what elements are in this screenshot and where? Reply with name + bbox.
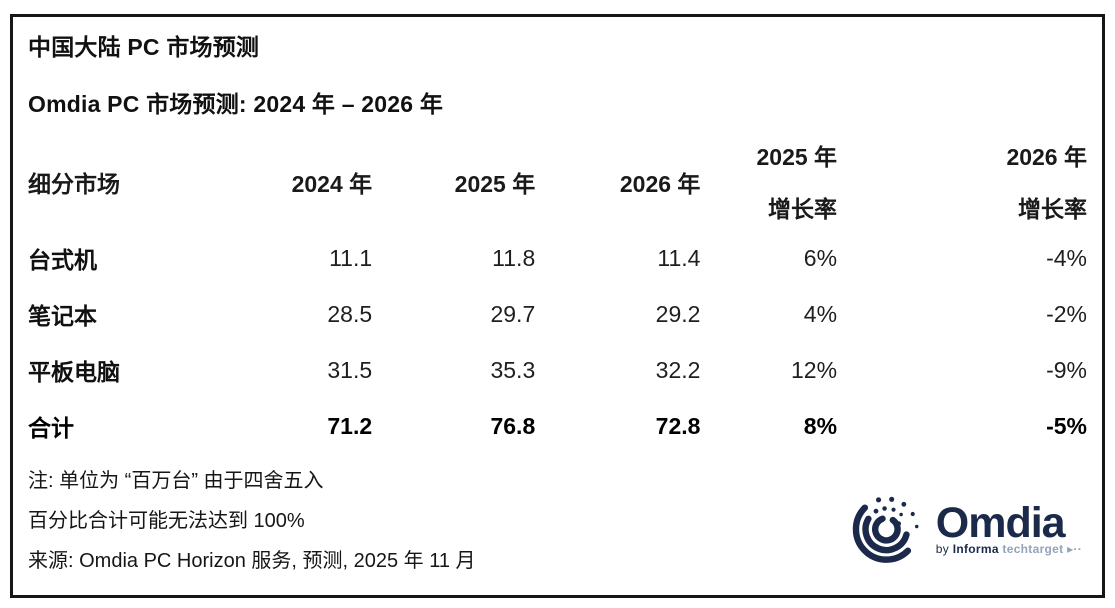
value-2026: 72.8 (655, 412, 701, 439)
header-growth-2025: 2025 年 增长率 (700, 134, 837, 230)
page-subtitle: Omdia PC 市场预测: 2024 年 – 2026 年 (28, 91, 444, 117)
header-growth-2026-label: 增长率 (1018, 196, 1087, 222)
value-2026: 32.2 (655, 356, 701, 383)
footnotes: 注: 单位为 “百万台” 由于四舍五入 百分比合计可能无法达到 100% 来源:… (28, 461, 1087, 581)
value-2025: 35.3 (490, 356, 536, 383)
growth-2025: 8% (803, 412, 838, 439)
header-growth-2025-label: 增长率 (768, 196, 838, 222)
growth-2025: 4% (803, 300, 838, 327)
header-growth-2025-year: 2025 年 (756, 144, 838, 170)
value-2024: 71.2 (327, 412, 373, 439)
table-row: 合计 71.2 76.8 72.8 8% -5% (28, 398, 1087, 454)
segment-label: 笔记本 (28, 303, 97, 329)
header-growth-2026: 2026 年 增长率 (837, 134, 1087, 230)
value-2025: 76.8 (490, 412, 536, 439)
forecast-table: 细分市场 2024 年 2025 年 2026 年 2025 年 增长率 202… (28, 134, 1087, 454)
page-title: 中国大陆 PC 市场预测 (28, 34, 260, 60)
segment-label: 平板电脑 (28, 359, 120, 385)
header-row: 细分市场 2024 年 2025 年 2026 年 2025 年 增长率 202… (28, 134, 1087, 230)
footnote-rounding: 百分比合计可能无法达到 100% (28, 510, 305, 532)
value-2025: 29.7 (490, 300, 536, 327)
table-row: 台式机 11.1 11.8 11.4 6% -4% (28, 230, 1087, 286)
header-2026: 2026 年 (619, 171, 701, 197)
growth-2026: -9% (1046, 356, 1087, 383)
growth-2026: -2% (1046, 300, 1087, 327)
value-2024: 28.5 (327, 300, 373, 327)
footnote-unit: 注: 单位为 “百万台” 由于四舍五入 (28, 470, 324, 492)
omdia-logo-text: Omdia by Informa techtarget ▸·· (936, 501, 1082, 556)
omdia-tagline: by Informa techtarget ▸·· (935, 542, 1082, 556)
segment-label: 台式机 (28, 247, 97, 273)
segment-label: 合计 (28, 415, 74, 441)
table-row: 平板电脑 31.5 35.3 32.2 12% -9% (28, 342, 1087, 398)
omdia-wordmark: Omdia (935, 499, 1066, 547)
growth-2025: 12% (791, 356, 838, 383)
omdia-logo-icon (848, 486, 928, 571)
growth-2025: 6% (803, 244, 838, 271)
header-segment: 细分市场 (28, 171, 120, 197)
value-2024: 31.5 (327, 356, 373, 383)
growth-2026: -5% (1046, 412, 1087, 439)
value-2025: 11.8 (492, 244, 536, 271)
value-2024: 11.1 (329, 244, 373, 271)
value-2026: 11.4 (657, 244, 701, 271)
table-row: 笔记本 28.5 29.7 29.2 4% -2% (28, 286, 1087, 342)
source-line: 来源: Omdia PC Horizon 服务, 预测, 2025 年 11 月 (28, 550, 476, 572)
header-2025: 2025 年 (454, 171, 536, 197)
header-growth-2026-year: 2026 年 (1006, 144, 1087, 170)
table-frame: 中国大陆 PC 市场预测 Omdia PC 市场预测: 2024 年 – 202… (10, 14, 1105, 598)
header-2024: 2024 年 (291, 171, 373, 197)
omdia-logo: Omdia by Informa techtarget ▸·· (848, 486, 1082, 571)
growth-2026: -4% (1046, 244, 1087, 271)
value-2026: 29.2 (655, 300, 701, 327)
